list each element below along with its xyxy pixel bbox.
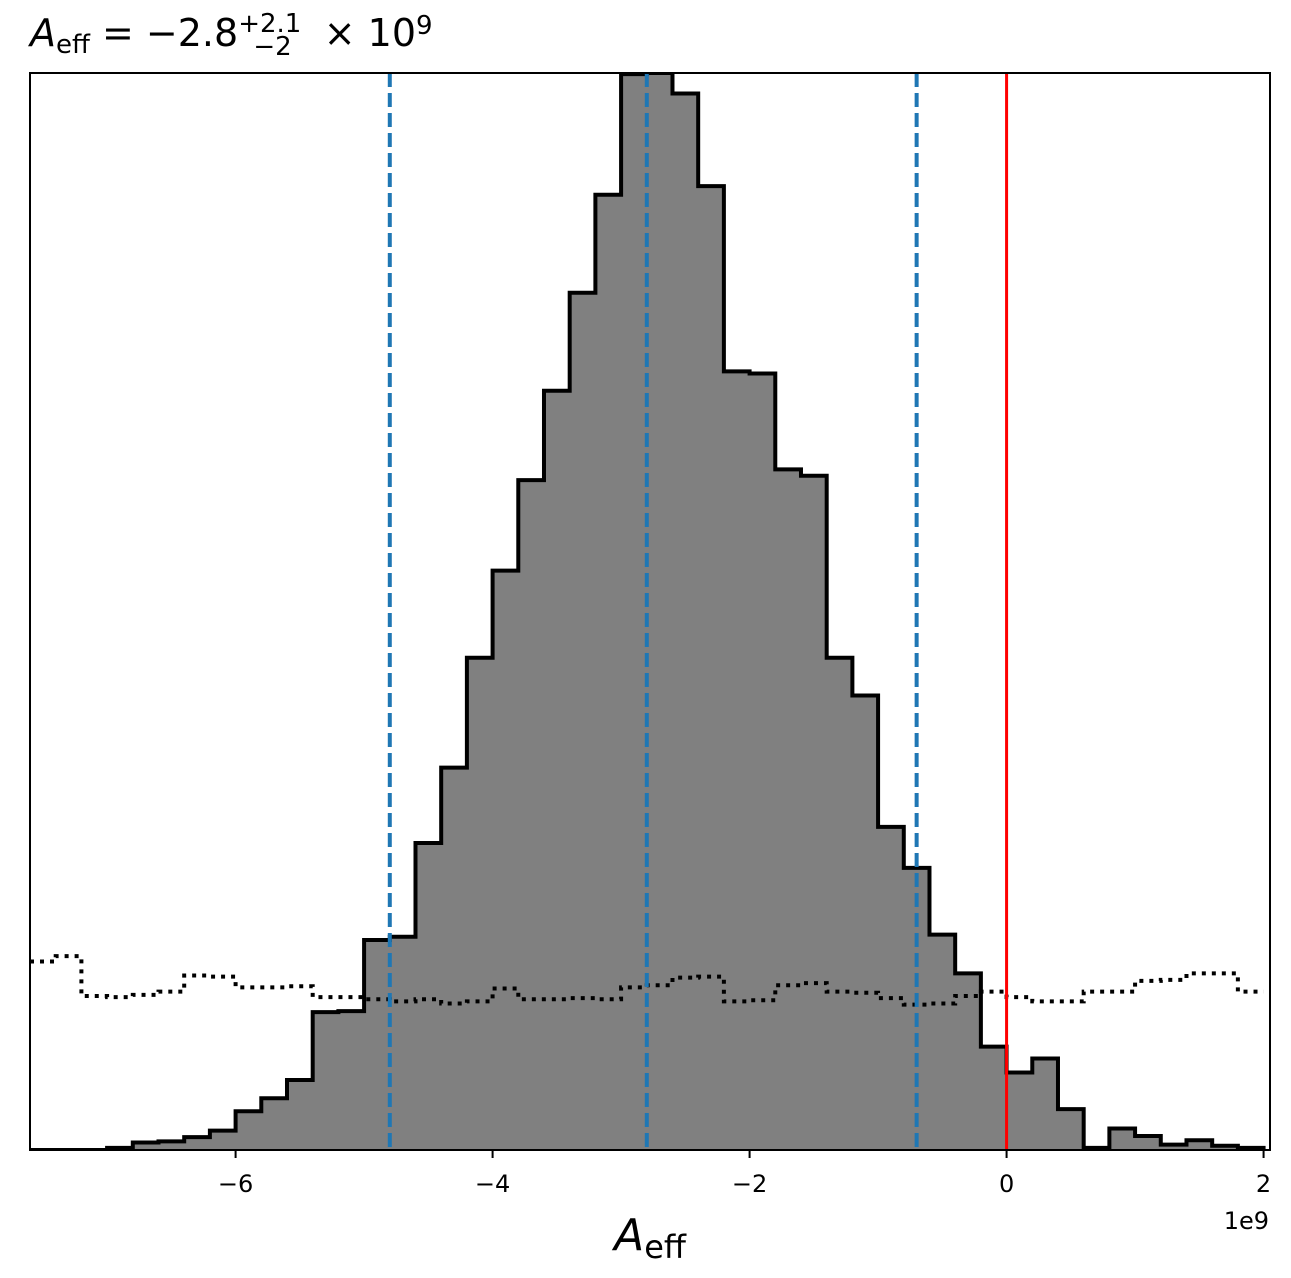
posterior-bar bbox=[286, 1079, 314, 1150]
posterior-bar bbox=[518, 480, 545, 1150]
posterior-bar bbox=[235, 1111, 262, 1150]
posterior-bar bbox=[441, 767, 468, 1150]
x-axis-offset-label: 1e9 bbox=[1224, 1207, 1269, 1235]
posterior-bar bbox=[209, 1130, 237, 1150]
posterior-bar bbox=[415, 843, 442, 1150]
posterior-bar bbox=[1057, 1109, 1085, 1150]
plot-frame bbox=[29, 72, 1271, 1151]
posterior-bar bbox=[980, 1046, 1008, 1150]
posterior-bar bbox=[621, 74, 648, 1150]
posterior-bar bbox=[646, 73, 674, 1150]
posterior-bar bbox=[826, 657, 853, 1150]
x-tick-label: −4 bbox=[475, 1170, 510, 1198]
posterior-bar bbox=[723, 371, 751, 1150]
posterior-bar bbox=[492, 570, 519, 1150]
x-axis-label: Aeff bbox=[611, 1210, 687, 1266]
posterior-bar bbox=[1135, 1135, 1162, 1150]
reference-lines bbox=[387, 73, 1009, 1150]
posterior-bar bbox=[595, 194, 622, 1150]
posterior-bar bbox=[929, 934, 956, 1150]
posterior-bar bbox=[672, 93, 699, 1150]
posterior-bar bbox=[1109, 1128, 1136, 1150]
posterior-bar bbox=[852, 695, 879, 1150]
posterior-bar bbox=[800, 475, 828, 1150]
posterior-bar bbox=[1186, 1140, 1213, 1150]
x-tick-label: −2 bbox=[732, 1170, 767, 1198]
posterior-bar bbox=[132, 1142, 160, 1150]
x-tick-label: 0 bbox=[999, 1170, 1014, 1198]
chart-title: Aeff = −2.8+2.1 −2 × 109 bbox=[27, 9, 433, 62]
posterior-bar bbox=[389, 936, 417, 1150]
posterior-bar bbox=[775, 469, 802, 1150]
posterior-bar bbox=[466, 657, 494, 1150]
posterior-bar bbox=[955, 973, 982, 1150]
posterior-bar bbox=[364, 939, 391, 1150]
posterior-bar bbox=[903, 867, 931, 1150]
posterior-bar bbox=[1006, 1072, 1033, 1150]
posterior-bar bbox=[1212, 1145, 1239, 1150]
posterior-outline bbox=[30, 73, 1266, 1150]
posterior-bar bbox=[878, 826, 905, 1150]
posterior-bar bbox=[749, 373, 776, 1150]
posterior-bar bbox=[1032, 1058, 1059, 1150]
x-axis-ticks: −6 −4 −2 0 2 bbox=[218, 1150, 1271, 1198]
posterior-bar bbox=[158, 1141, 185, 1150]
posterior-bar bbox=[543, 390, 571, 1150]
posterior-bar bbox=[338, 1011, 365, 1150]
posterior-bar bbox=[698, 186, 725, 1150]
posterior-bar bbox=[184, 1137, 211, 1150]
posterior-bar bbox=[261, 1098, 288, 1150]
posterior-bar bbox=[569, 292, 596, 1150]
posterior-bar bbox=[1160, 1144, 1188, 1150]
posterior-bar bbox=[312, 1012, 339, 1150]
x-tick-label: −6 bbox=[218, 1170, 253, 1198]
x-tick-label: 2 bbox=[1256, 1170, 1271, 1198]
